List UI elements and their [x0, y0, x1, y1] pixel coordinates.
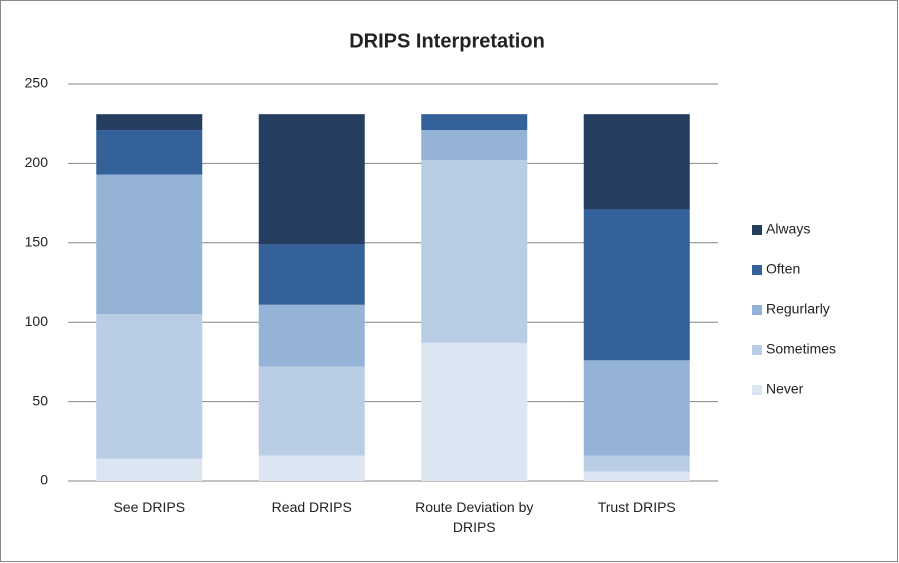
x-tick-label-box: Trust DRIPS — [597, 499, 676, 515]
bar-segment — [583, 114, 690, 210]
bar-segment — [583, 209, 690, 361]
x-tick-label-box: Route Deviation by DRIPS — [415, 499, 534, 535]
legend-label: Often — [766, 261, 800, 277]
x-tick-label-box: See DRIPS — [113, 499, 186, 515]
legend-swatch — [752, 225, 762, 235]
x-tick-label: Read DRIPS — [271, 499, 352, 515]
y-tick-label: 250 — [25, 75, 49, 91]
legend-label: Regurlarly — [766, 301, 830, 317]
bar-segment — [421, 114, 528, 131]
bar-segment — [96, 174, 203, 315]
bar-segment — [583, 455, 690, 472]
legend-swatch — [752, 265, 762, 275]
bar-segment — [96, 130, 203, 175]
chart-title: DRIPS Interpretation — [349, 30, 545, 52]
bar-segment — [421, 160, 528, 343]
y-tick-label: 150 — [25, 234, 49, 250]
bar-segment — [583, 471, 690, 481]
bar-segment — [258, 366, 365, 456]
bar-segment — [258, 455, 365, 481]
legend-swatch — [752, 385, 762, 395]
bar-segment — [583, 360, 690, 456]
y-tick-label: 200 — [25, 154, 49, 170]
bar-segment — [258, 244, 365, 305]
bar-segment — [258, 304, 365, 367]
bar-segment — [96, 314, 203, 459]
y-tick-label: 100 — [25, 313, 49, 329]
bar-segment — [96, 458, 203, 481]
x-tick-label: Trust DRIPS — [597, 499, 676, 515]
y-tick-label: 0 — [40, 472, 48, 488]
legend-label: Never — [766, 381, 804, 397]
x-tick-label: Route Deviation by DRIPS — [415, 499, 534, 535]
y-tick-label: 50 — [32, 392, 48, 408]
bar-segment — [421, 130, 528, 161]
legend-label: Sometimes — [766, 341, 836, 357]
legend-swatch — [752, 345, 762, 355]
x-tick-label-box: Read DRIPS — [271, 499, 352, 515]
bar-segment — [258, 114, 365, 245]
legend-swatch — [752, 305, 762, 315]
x-tick-label: See DRIPS — [113, 499, 186, 515]
bar-segment — [96, 114, 203, 131]
legend-label: Always — [766, 221, 810, 237]
bar-segment — [421, 342, 528, 481]
